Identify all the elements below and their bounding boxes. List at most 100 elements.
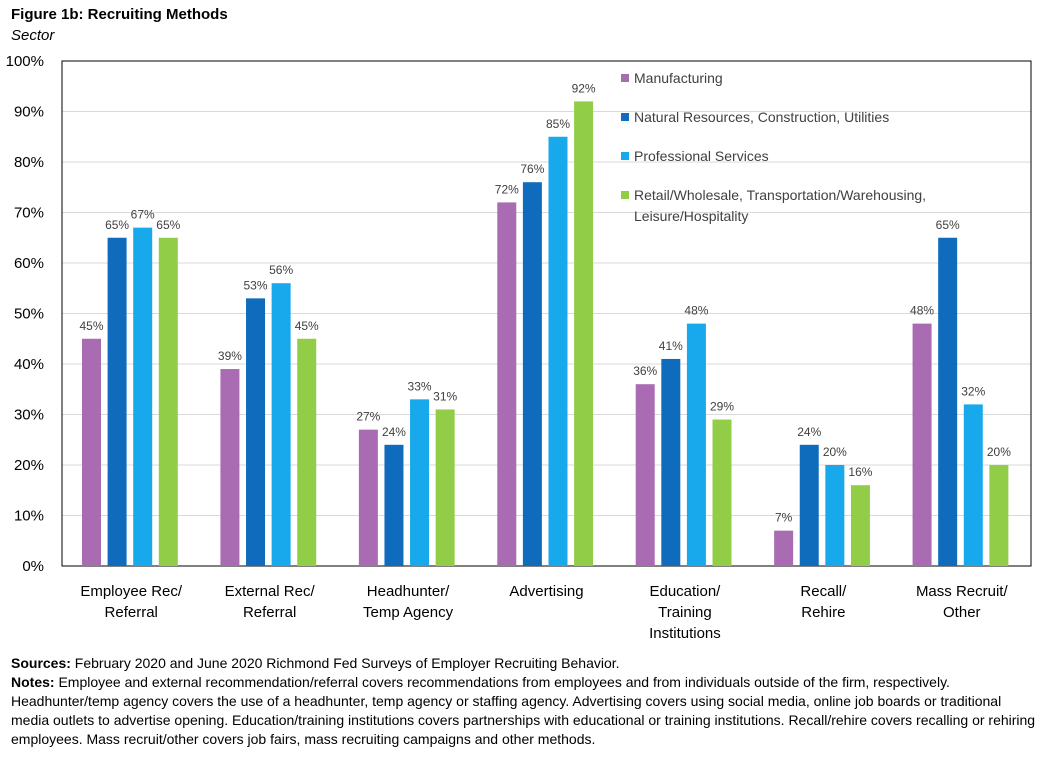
bar [246, 298, 266, 566]
bar [850, 485, 870, 566]
legend-swatch [621, 191, 629, 199]
y-tick-label: 100% [6, 53, 44, 70]
sources-note: Sources: February 2020 and June 2020 Ric… [11, 654, 1036, 673]
data-label: 48% [684, 304, 708, 318]
data-label: 16% [848, 465, 872, 479]
data-label: 24% [382, 425, 406, 439]
sources-label: Sources: [11, 655, 71, 671]
data-label: 45% [79, 319, 103, 333]
data-label: 67% [131, 208, 155, 222]
chart-subtitle: Sector [11, 27, 55, 44]
category-label: Mass Recruit/ [916, 583, 1009, 600]
bar [522, 182, 542, 566]
y-tick-label: 60% [14, 255, 44, 272]
bar [912, 323, 932, 566]
data-label: 65% [936, 218, 960, 232]
category-label: Rehire [801, 604, 845, 621]
category-label: Advertising [509, 583, 583, 600]
y-tick-label: 0% [22, 558, 44, 575]
category-label: Employee Rec/ [80, 583, 183, 600]
legend-label: Natural Resources, Construction, Utiliti… [634, 109, 889, 125]
bar [133, 227, 153, 566]
category-label: Headhunter/ [367, 583, 450, 600]
category-label: Other [943, 604, 981, 621]
data-label: 65% [156, 218, 180, 232]
bar [686, 323, 706, 566]
legend-label: Retail/Wholesale, Transportation/Warehou… [634, 187, 926, 203]
data-label: 24% [797, 425, 821, 439]
bar [635, 384, 655, 566]
data-label: 39% [218, 349, 242, 363]
notes-label: Notes: [11, 674, 55, 690]
bar [825, 465, 845, 566]
plot-area-border [61, 60, 1032, 567]
legend-swatch [621, 113, 629, 121]
bar [107, 237, 127, 566]
category-label: Referral [105, 604, 158, 621]
legend-swatch [621, 152, 629, 160]
data-label: 33% [408, 379, 432, 393]
category-label: External Rec/ [225, 583, 316, 600]
data-label: 36% [633, 364, 657, 378]
data-label: 45% [295, 319, 319, 333]
category-label: Training [658, 604, 712, 621]
y-tick-label: 70% [14, 205, 44, 222]
category-label: Education/ [649, 583, 721, 600]
legend-label: Leisure/Hospitality [634, 208, 748, 224]
y-tick-label: 40% [14, 356, 44, 373]
data-label: 53% [244, 278, 268, 292]
bar [774, 530, 794, 566]
chart-title: Figure 1b: Recruiting Methods [11, 6, 228, 23]
y-tick-label: 10% [14, 508, 44, 525]
bar [384, 444, 404, 566]
bar [938, 237, 958, 566]
bar [220, 369, 240, 566]
bar-chart: 0% 10% 20% 30% 40% 50% 60% 70% 80% 90% 100% 45% 39% 2… [6, 53, 1032, 642]
bar [574, 101, 594, 567]
legend-label: Professional Services [634, 148, 769, 164]
sources-text: February 2020 and June 2020 Richmond Fed… [70, 655, 620, 671]
category-label: Referral [243, 604, 296, 621]
data-label: 92% [572, 81, 596, 95]
bar [963, 404, 983, 566]
data-label: 56% [269, 263, 293, 277]
bar [358, 429, 378, 566]
data-label: 20% [823, 445, 847, 459]
category-label: Institutions [649, 625, 721, 642]
bar [158, 237, 178, 566]
data-label: 72% [495, 182, 519, 196]
y-tick-label: 50% [14, 306, 44, 323]
bar [989, 465, 1009, 566]
bar [410, 399, 430, 566]
data-label: 48% [910, 304, 934, 318]
y-tick-label: 80% [14, 154, 44, 171]
bar [548, 136, 568, 566]
notes-text: Employee and external recommendation/ref… [11, 674, 1036, 747]
data-label: 41% [659, 339, 683, 353]
data-label: 20% [987, 445, 1011, 459]
bar [82, 338, 101, 566]
chart-footer: Sources: February 2020 and June 2020 Ric… [11, 654, 1036, 749]
notes: Notes: Employee and external recommendat… [11, 673, 1036, 749]
data-label: 29% [710, 400, 734, 414]
legend-label: Manufacturing [634, 70, 723, 86]
bar [297, 338, 317, 566]
bar [712, 419, 732, 566]
data-label: 31% [433, 389, 457, 403]
y-tick-label: 20% [14, 457, 44, 474]
data-label: 27% [356, 410, 380, 424]
data-label: 85% [546, 117, 570, 131]
category-label: Recall/ [800, 583, 847, 600]
data-label: 32% [961, 384, 985, 398]
data-label: 76% [520, 162, 544, 176]
y-tick-label: 30% [14, 407, 44, 424]
data-label: 7% [775, 511, 793, 525]
bar [799, 444, 819, 566]
y-tick-label: 90% [14, 104, 44, 121]
category-label: Temp Agency [363, 604, 454, 621]
bar [497, 202, 517, 566]
bar [271, 283, 291, 566]
data-label: 65% [105, 218, 129, 232]
bar [661, 358, 681, 566]
bar [435, 409, 455, 566]
